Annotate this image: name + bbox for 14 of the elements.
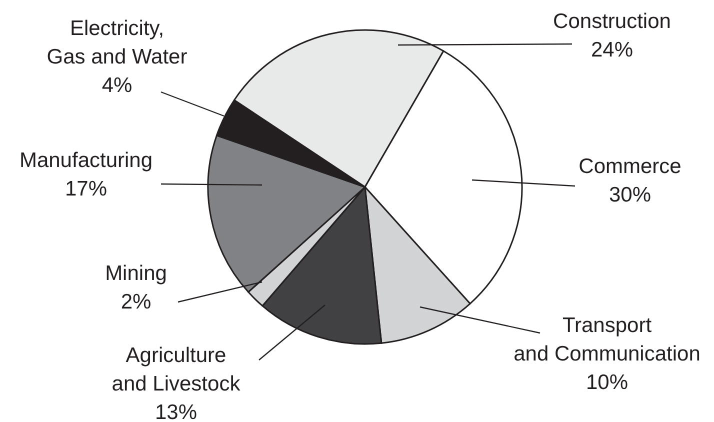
data-label: 30% — [608, 184, 652, 206]
slice-label: Agriculture and Livestock — [112, 344, 241, 396]
slice-label: Electricity, Gas and Water — [46, 17, 188, 68]
data-label: 4% — [102, 74, 132, 97]
data-label: 24% — [590, 38, 634, 62]
data-label: 2% — [120, 290, 152, 314]
slice-label: Transport and Communication — [514, 314, 700, 366]
data-label: 13% — [154, 401, 198, 422]
slice-label: Mining — [105, 262, 167, 285]
slice-label: Commerce — [578, 155, 682, 178]
slice-label: Construction — [553, 10, 671, 33]
data-label: 10% — [586, 371, 628, 394]
data-label: 17% — [64, 178, 108, 200]
slice-label: Manufacturing — [19, 149, 153, 172]
